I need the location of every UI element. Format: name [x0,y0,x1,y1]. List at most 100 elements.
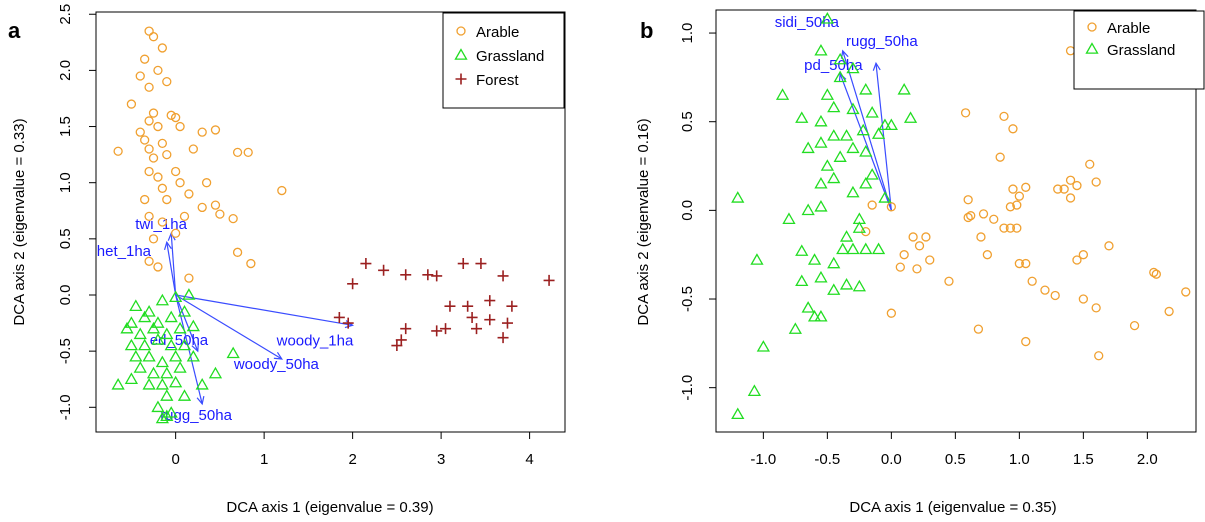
legend-label-forest: Forest [476,72,519,89]
arable-point [232,247,243,257]
arable-point [144,82,154,92]
legend-label-arable: Arable [1107,20,1150,37]
arable-point [153,121,163,132]
grassland-point [814,270,828,283]
forest-point [484,295,496,307]
grassland-point [124,338,139,351]
arable-point [1050,290,1060,301]
arable-point [144,26,154,36]
arable-point [1065,46,1076,56]
arable-point [963,212,973,223]
arable-point [886,202,897,212]
grassland-point [814,136,828,148]
vector-arrow [175,294,199,352]
grassland-point [871,127,886,139]
grassland-point [846,242,860,255]
grassland-point [820,159,834,171]
x-tick-label: 0.5 [945,451,966,468]
arable-point [1008,184,1018,194]
arable-point [1091,303,1101,313]
arable-point [175,121,185,132]
vector-arrow [839,73,892,211]
arable-point [1059,184,1069,194]
arable-point [153,262,163,272]
grassland-point [186,349,200,362]
vector-label: woody_50ha [233,356,320,373]
arable-point [175,178,185,188]
legend-label-grassland: Grassland [1107,42,1175,59]
grassland-point [814,176,828,189]
arable-point [1021,182,1031,192]
vector-label: pd_50ha [804,57,863,74]
arable-point [210,200,221,210]
arable-point [148,108,159,118]
grassland-point [133,361,147,373]
arable-point [201,178,212,188]
grassland-point [820,88,834,100]
grassland-point [177,338,192,351]
grassland-point [142,305,156,317]
grassland-point [142,378,156,390]
grassland-point [871,242,886,255]
grassland-point [795,111,809,123]
arable-point [1005,202,1016,212]
arable-point [867,200,877,210]
grassland-point [129,349,143,362]
grassland-point [146,321,161,334]
legend-marker-arable [456,26,466,36]
vector-arrow [175,294,283,360]
grassland-point [173,321,187,334]
arable-point [277,185,287,196]
arable-point [113,146,123,156]
grassland-point [151,333,165,345]
grassland-point [775,88,790,100]
vector-arrowhead [872,61,881,71]
grassland-point [827,256,841,269]
panel-a-plot-frame [95,11,566,433]
arable-point [999,111,1009,122]
grassland-point [750,253,764,265]
legend-marker-arable [1087,22,1097,32]
panel-a-y-axis-title: DCA axis 2 (eigenvalue = 0.33) [11,118,28,325]
grassland-point [160,366,174,379]
x-tick-label: 0 [171,451,179,468]
forest-point [466,311,478,323]
arable-point [1053,184,1063,194]
arable-point [989,214,999,224]
arable-point [140,54,150,64]
panel-a-legend: Arable Grassland Forest [442,12,565,109]
y-tick-label: 1.0 [679,23,696,44]
arable-point [166,110,176,120]
arable-point [1014,258,1025,269]
grassland-point [124,372,139,384]
grassland-point [164,310,178,323]
arable-point [153,65,163,76]
x-tick-label: 4 [525,451,533,468]
arable-point [179,211,190,222]
arable-point [963,195,973,205]
panel-b-y-axis: -1.0 -0.5 0.0 0.5 1.0 [679,23,716,401]
grassland-point [852,221,866,233]
arable-point [1072,180,1082,191]
forest-point [471,323,483,335]
y-tick-label: 0.5 [57,228,74,249]
arable-point [162,76,172,87]
legend-label-arable: Arable [476,24,519,41]
grassland-point [160,389,174,401]
grassland-point [795,274,809,287]
arable-point [170,166,181,177]
x-tick-label: 1.5 [1073,451,1094,468]
grassland-point [164,406,178,418]
panel-a-vectors: twi_1hahet_1hawoody_1hawoody_50haed_50ha… [97,216,354,424]
forest-point [457,258,469,270]
grassland-point [820,12,834,24]
panel-b: b -1.0 -0.5 0.0 0.5 1.0 -1.0 -0.5 0.0 0.5 1.0 1.5… [635,9,1205,516]
grassland-point [142,349,156,362]
grassland-point [173,361,187,373]
vector-label: rugg_50ha [846,33,918,50]
grassland-point [782,212,796,225]
arable-point [153,172,163,182]
forest-point [400,323,412,335]
arable-point [1104,241,1114,251]
